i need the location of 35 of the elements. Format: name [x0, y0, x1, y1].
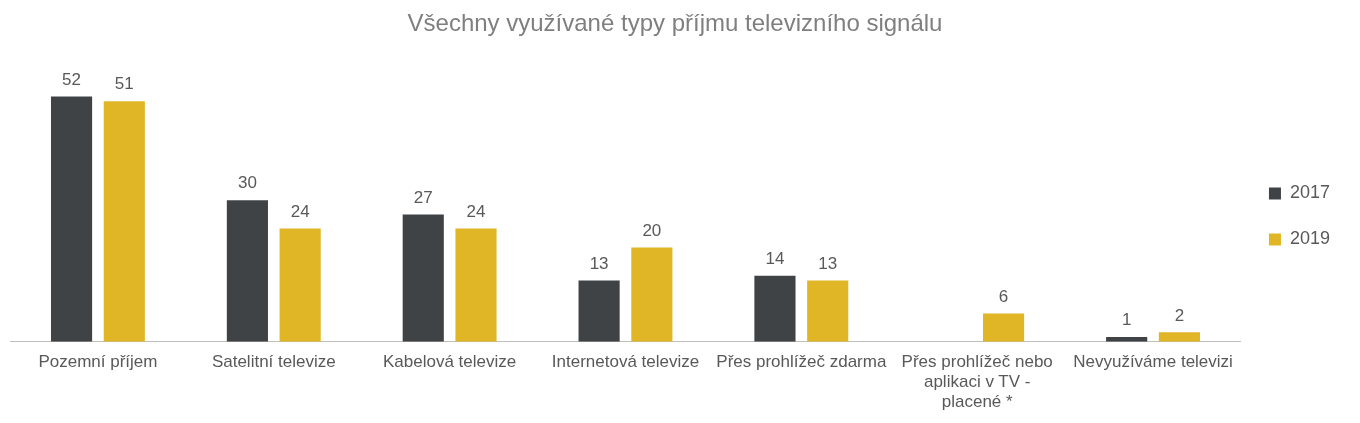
bar [754, 275, 796, 342]
x-tick-label: Nevyužíváme televizi [1073, 351, 1233, 371]
legend-label: 2017 [1289, 182, 1330, 203]
bar [1158, 332, 1200, 342]
x-tick-label: Kabelová televize [382, 351, 517, 371]
bar [402, 214, 444, 342]
data-label: 24 [290, 201, 310, 221]
data-label: 13 [818, 253, 838, 273]
data-label: 24 [466, 201, 486, 221]
bar [50, 96, 93, 342]
bar [455, 228, 497, 342]
legend-label: 2019 [1289, 228, 1330, 249]
bar [226, 200, 268, 342]
x-tick-label: Internetová televize [551, 351, 700, 371]
bar [631, 247, 673, 342]
x-tick-label: Přes prohlížeč nebo aplikaci v TV - placené * [901, 351, 1053, 412]
bar [279, 228, 321, 342]
data-label: 20 [642, 220, 662, 240]
data-label: 30 [237, 173, 257, 193]
x-tick-label: Satelitní televize [211, 351, 336, 371]
data-label: 2 [1174, 305, 1185, 325]
x-tick-label: Pozemní příjem [38, 351, 158, 371]
bar [982, 313, 1025, 342]
data-label: 6 [998, 286, 1009, 306]
data-label: 27 [413, 187, 433, 207]
bar [578, 280, 620, 342]
x-tick-label: Přes prohlížeč zdarma [716, 351, 887, 371]
bar [103, 101, 145, 342]
data-label: 13 [589, 253, 609, 273]
data-label: 52 [62, 69, 82, 89]
data-label: 51 [114, 74, 134, 94]
data-label: 14 [765, 248, 785, 268]
data-label: 1 [1121, 310, 1132, 330]
chart-title: Všechny využívané typy příjmu televizního signálu [407, 9, 943, 37]
bar [807, 280, 849, 342]
